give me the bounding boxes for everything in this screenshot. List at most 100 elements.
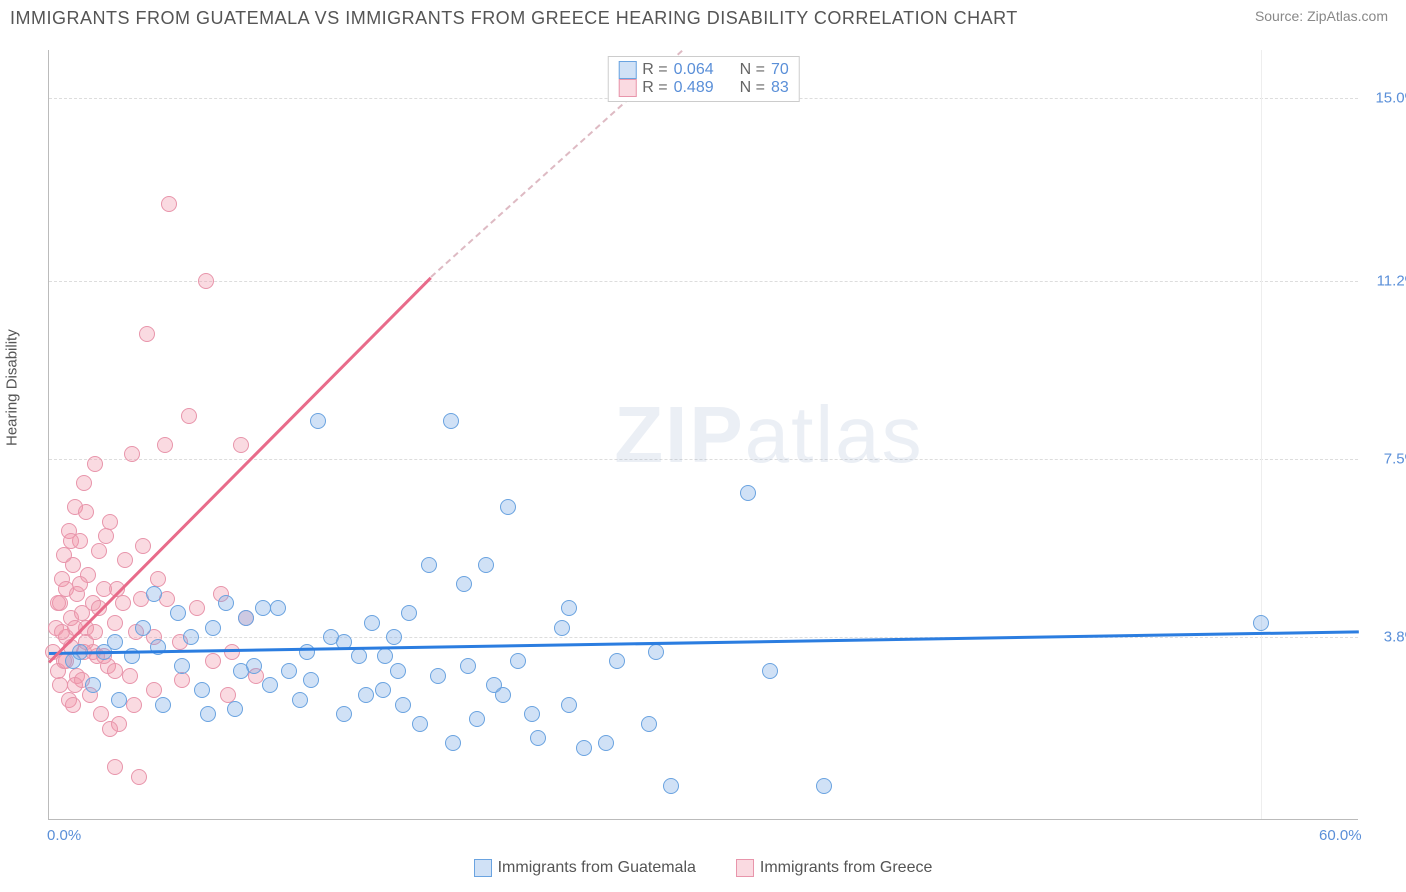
data-point-series1: [107, 634, 123, 650]
data-point-series1: [561, 600, 577, 616]
r-value: 0.064: [674, 61, 714, 79]
data-point-series2: [135, 538, 151, 554]
data-point-series1: [641, 716, 657, 732]
data-point-series1: [576, 740, 592, 756]
data-point-series1: [303, 672, 319, 688]
data-point-series1: [200, 706, 216, 722]
data-point-series1: [292, 692, 308, 708]
data-point-series2: [52, 677, 68, 693]
chart-header: IMMIGRANTS FROM GUATEMALA VS IMMIGRANTS …: [0, 0, 1406, 33]
watermark: ZIPatlas: [614, 389, 923, 481]
data-point-series2: [76, 475, 92, 491]
data-point-series2: [65, 557, 81, 573]
data-point-series1: [598, 735, 614, 751]
data-point-series2: [91, 543, 107, 559]
data-point-series1: [456, 576, 472, 592]
data-point-series1: [510, 653, 526, 669]
data-point-series1: [390, 663, 406, 679]
y-tick-label: 15.0%: [1375, 90, 1406, 107]
data-point-series2: [78, 504, 94, 520]
data-point-series1: [255, 600, 271, 616]
legend-label: Immigrants from Guatemala: [498, 859, 696, 877]
stats-legend-row: R =0.489N =83: [618, 79, 789, 97]
data-point-series1: [530, 730, 546, 746]
data-point-series1: [524, 706, 540, 722]
data-point-series1: [111, 692, 127, 708]
n-value: 70: [771, 61, 789, 79]
bottom-legend-item: Immigrants from Greece: [736, 859, 932, 877]
bottom-legend-item: Immigrants from Guatemala: [474, 859, 696, 877]
data-point-series1: [469, 711, 485, 727]
data-point-series2: [122, 668, 138, 684]
r-label: R =: [642, 61, 667, 79]
data-point-series1: [174, 658, 190, 674]
gridline: [49, 637, 1358, 638]
data-point-series1: [430, 668, 446, 684]
data-point-series1: [135, 620, 151, 636]
x-tick-label: 60.0%: [1319, 827, 1362, 844]
stats-legend: R =0.064N =70R =0.489N =83: [607, 56, 800, 102]
watermark-light: atlas: [745, 390, 924, 479]
data-point-series2: [174, 672, 190, 688]
data-point-series2: [63, 533, 79, 549]
bottom-legend: Immigrants from Guatemala Immigrants from…: [0, 859, 1406, 882]
data-point-series1: [375, 682, 391, 698]
legend-swatch: [736, 859, 754, 877]
data-point-series1: [336, 706, 352, 722]
data-point-series1: [401, 605, 417, 621]
data-point-series1: [146, 586, 162, 602]
data-point-series2: [107, 615, 123, 631]
legend-swatch: [474, 859, 492, 877]
data-point-series1: [663, 778, 679, 794]
gridline: [49, 281, 1358, 282]
data-point-series1: [351, 648, 367, 664]
data-point-series2: [131, 769, 147, 785]
data-point-series2: [198, 273, 214, 289]
data-point-series2: [54, 624, 70, 640]
data-point-series1: [310, 413, 326, 429]
data-point-series1: [648, 644, 664, 660]
x-tick-label: 0.0%: [47, 827, 81, 844]
trend-line: [48, 277, 432, 664]
y-tick-label: 3.8%: [1384, 629, 1406, 646]
data-point-series1: [421, 557, 437, 573]
data-point-series2: [117, 552, 133, 568]
y-tick-label: 7.5%: [1384, 451, 1406, 468]
vgridline: [1261, 50, 1262, 819]
data-point-series2: [233, 437, 249, 453]
y-tick-label: 11.2%: [1377, 273, 1406, 290]
data-point-series1: [377, 648, 393, 664]
data-point-series1: [478, 557, 494, 573]
data-point-series2: [189, 600, 205, 616]
data-point-series2: [98, 528, 114, 544]
data-point-series1: [205, 620, 221, 636]
data-point-series2: [50, 595, 66, 611]
data-point-series1: [299, 644, 315, 660]
data-point-series1: [233, 663, 249, 679]
data-point-series1: [227, 701, 243, 717]
data-point-series1: [561, 697, 577, 713]
data-point-series1: [762, 663, 778, 679]
data-point-series2: [102, 721, 118, 737]
data-point-series2: [124, 446, 140, 462]
data-point-series1: [262, 677, 278, 693]
data-point-series1: [500, 499, 516, 515]
data-point-series1: [364, 615, 380, 631]
trend-line: [49, 630, 1359, 655]
data-point-series2: [87, 456, 103, 472]
data-point-series1: [443, 413, 459, 429]
n-value: 83: [771, 79, 789, 97]
legend-swatch: [618, 61, 636, 79]
data-point-series2: [87, 624, 103, 640]
data-point-series1: [609, 653, 625, 669]
data-point-series1: [460, 658, 476, 674]
source-label: Source: ZipAtlas.com: [1255, 8, 1388, 24]
chart-title: IMMIGRANTS FROM GUATEMALA VS IMMIGRANTS …: [10, 8, 1018, 29]
data-point-series1: [218, 595, 234, 611]
data-point-series1: [740, 485, 756, 501]
data-point-series1: [554, 620, 570, 636]
data-point-series2: [93, 706, 109, 722]
watermark-bold: ZIP: [614, 390, 744, 479]
data-point-series2: [107, 663, 123, 679]
data-point-series1: [386, 629, 402, 645]
